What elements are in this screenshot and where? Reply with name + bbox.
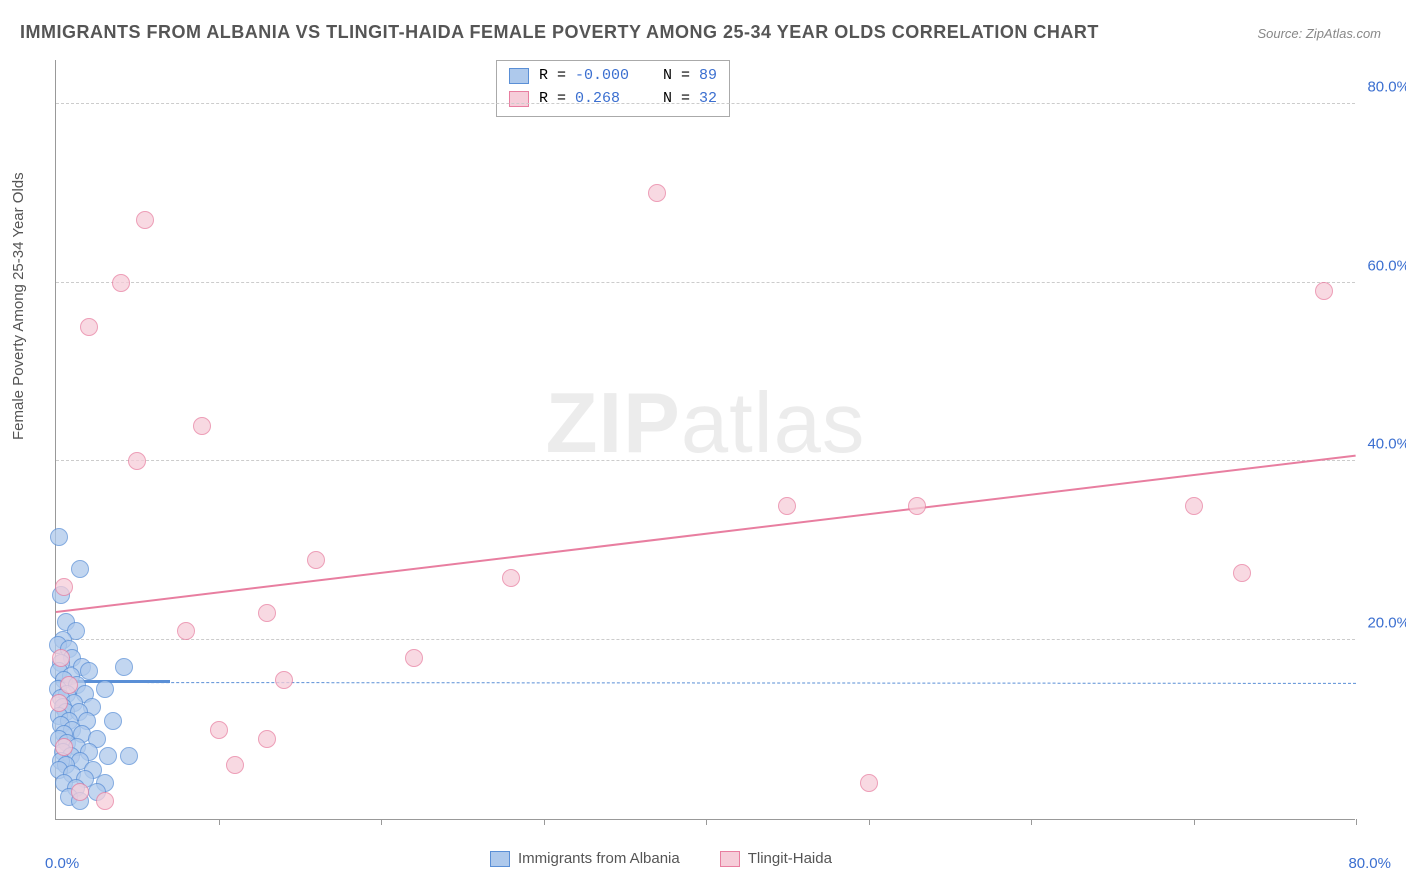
data-point <box>1185 497 1203 515</box>
legend-item: Immigrants from Albania <box>490 850 680 867</box>
data-point <box>55 738 73 756</box>
y-tick-label: 20.0% <box>1367 615 1406 632</box>
legend-n-label: N = 32 <box>645 88 717 111</box>
data-point <box>120 747 138 765</box>
data-point <box>71 783 89 801</box>
chart-title: IMMIGRANTS FROM ALBANIA VS TLINGIT-HAIDA… <box>20 22 1099 43</box>
legend-swatch <box>509 91 529 107</box>
data-point <box>908 497 926 515</box>
correlation-legend: R = -0.000 N = 89R = 0.268 N = 32 <box>496 60 730 117</box>
data-point <box>648 184 666 202</box>
data-point <box>96 792 114 810</box>
x-tick <box>544 819 545 825</box>
x-axis-max-label: 80.0% <box>1348 855 1391 872</box>
x-tick <box>869 819 870 825</box>
gridline <box>56 282 1355 283</box>
y-tick-label: 40.0% <box>1367 436 1406 453</box>
plot-area: ZIPatlas R = -0.000 N = 89R = 0.268 N = … <box>55 60 1355 820</box>
data-point <box>115 658 133 676</box>
data-point <box>193 417 211 435</box>
data-point <box>860 774 878 792</box>
series-legend: Immigrants from Albania Tlingit-Haida <box>490 850 832 867</box>
data-point <box>52 649 70 667</box>
x-tick <box>1194 819 1195 825</box>
legend-label: Immigrants from Albania <box>518 850 680 867</box>
data-point <box>104 712 122 730</box>
x-tick <box>706 819 707 825</box>
data-point <box>258 730 276 748</box>
y-axis-label: Female Poverty Among 25-34 Year Olds <box>10 172 27 440</box>
legend-r-label: R = -0.000 <box>539 65 635 88</box>
legend-swatch <box>490 851 510 867</box>
data-point <box>258 604 276 622</box>
data-point <box>60 676 78 694</box>
data-point <box>778 497 796 515</box>
x-tick <box>219 819 220 825</box>
data-point <box>502 569 520 587</box>
legend-n-label: N = 89 <box>645 65 717 88</box>
source-attribution: Source: ZipAtlas.com <box>1257 26 1381 41</box>
x-tick <box>1356 819 1357 825</box>
trendline <box>56 455 1356 613</box>
data-point <box>275 671 293 689</box>
legend-r-label: R = 0.268 <box>539 88 635 111</box>
trendline <box>56 682 1356 684</box>
data-point <box>307 551 325 569</box>
data-point <box>226 756 244 774</box>
data-point <box>50 694 68 712</box>
x-axis-min-label: 0.0% <box>45 855 79 872</box>
y-tick-label: 60.0% <box>1367 257 1406 274</box>
x-tick <box>1031 819 1032 825</box>
data-point <box>96 680 114 698</box>
legend-swatch <box>509 68 529 84</box>
y-tick-label: 80.0% <box>1367 78 1406 95</box>
data-point <box>128 452 146 470</box>
legend-label: Tlingit-Haida <box>748 850 832 867</box>
data-point <box>71 560 89 578</box>
data-point <box>50 528 68 546</box>
data-point <box>99 747 117 765</box>
x-tick <box>381 819 382 825</box>
data-point <box>112 274 130 292</box>
data-point <box>177 622 195 640</box>
gridline <box>56 639 1355 640</box>
data-point <box>136 211 154 229</box>
data-point <box>405 649 423 667</box>
legend-row: R = -0.000 N = 89 <box>509 65 717 88</box>
data-point <box>1315 282 1333 300</box>
legend-swatch <box>720 851 740 867</box>
gridline <box>56 103 1355 104</box>
data-point <box>210 721 228 739</box>
data-point <box>1233 564 1251 582</box>
data-point <box>55 578 73 596</box>
gridline <box>56 460 1355 461</box>
legend-item: Tlingit-Haida <box>720 850 832 867</box>
legend-row: R = 0.268 N = 32 <box>509 88 717 111</box>
data-point <box>80 318 98 336</box>
watermark: ZIPatlas <box>546 375 866 473</box>
